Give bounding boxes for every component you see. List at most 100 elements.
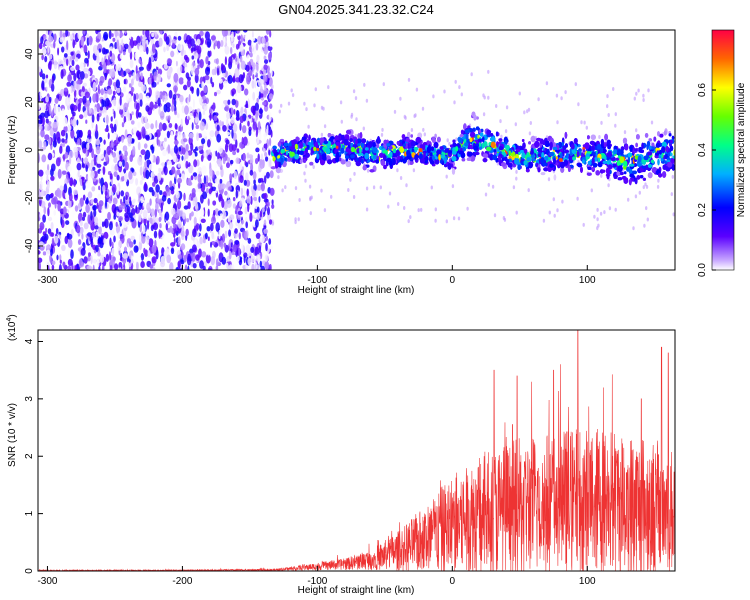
spectrogram-noise-cell — [129, 154, 133, 162]
spectrogram-noise-cell — [138, 240, 143, 251]
spectrogram-noise-cell — [154, 132, 158, 138]
spectrogram-noise-cell — [228, 186, 232, 191]
spectrogram-noise-cell — [104, 190, 108, 196]
spectrogram-noise-cell — [177, 236, 181, 246]
spectrogram-noise-cell — [138, 81, 143, 88]
spectrogram-noise-cell — [243, 30, 248, 33]
spectrogram-noise-cell — [127, 135, 132, 145]
spectrogram-noise-cell — [194, 67, 200, 76]
spectrogram-faint-cell — [412, 168, 416, 173]
spectrogram-noise-cell — [257, 121, 261, 131]
spectrogram-noise-cell — [251, 80, 255, 89]
spectrogram-noise-cell — [204, 232, 208, 240]
spectrogram-noise-cell — [148, 238, 154, 247]
spectrogram-noise-cell — [62, 261, 66, 268]
spectrogram-noise-cell — [227, 74, 233, 84]
spectrogram-noise-cell — [133, 171, 137, 177]
spectrogram-faint-cell — [387, 204, 390, 209]
spectrogram-noise-cell — [70, 119, 73, 125]
spectrogram-noise-cell — [215, 170, 220, 176]
spectrogram-noise-cell — [146, 63, 151, 72]
spectrogram-noise-cell — [243, 254, 246, 264]
spectrogram-noise-cell — [117, 103, 120, 112]
spectrogram-noise-cell — [114, 163, 119, 171]
spectrogram-noise-cell — [162, 90, 166, 96]
spectrogram-noise-cell — [111, 126, 115, 134]
spectrogram-noise-cell — [237, 34, 241, 41]
spectrogram-faint-cell — [553, 213, 556, 218]
spectrogram-noise-cell — [64, 151, 69, 159]
spectrogram-noise-cell — [155, 155, 160, 165]
spectrogram-noise-cell — [250, 246, 255, 253]
spectrogram-noise-cell — [196, 38, 201, 46]
spectrogram-noise-cell — [232, 150, 237, 156]
spectrogram-noise-cell — [231, 144, 237, 152]
spectrogram-noise-cell — [162, 94, 165, 103]
spectrogram-noise-cell — [183, 205, 189, 210]
spectrogram-noise-cell — [132, 72, 136, 81]
spectrogram-noise-cell — [228, 56, 233, 66]
spectrogram-noise-cell — [165, 223, 168, 231]
spectrogram-noise-cell — [103, 237, 107, 245]
spectrogram-noise-cell — [88, 252, 91, 257]
spectrogram-noise-cell — [66, 97, 70, 106]
spectrogram-faint-cell — [303, 101, 306, 106]
spectrogram-faint-cell — [434, 207, 437, 212]
spectrogram-noise-cell — [264, 254, 269, 262]
spectrogram-noise-cell — [224, 105, 230, 112]
spectrogram-faint-cell — [504, 129, 508, 134]
spectrogram-faint-cell — [518, 91, 521, 96]
spectrogram-faint-cell — [484, 192, 488, 197]
spectrogram-noise-cell — [172, 222, 177, 229]
spectrogram-signal-cell — [340, 159, 346, 165]
spectrogram-noise-cell — [74, 133, 78, 139]
spectrogram-noise-cell — [135, 92, 139, 100]
spectrogram-faint-cell — [643, 223, 646, 228]
spectrogram-noise-cell — [98, 185, 101, 191]
spectrogram-noise-cell — [138, 45, 144, 53]
spectrogram-noise-cell — [45, 169, 51, 176]
spectrogram-noise-cell — [263, 228, 269, 234]
spectrogram-noise-cell — [139, 166, 143, 176]
spectrogram-noise-cell — [55, 131, 61, 141]
spectrogram-noise-cell — [113, 157, 118, 164]
spectrogram-noise-cell — [92, 264, 95, 270]
spectrogram-faint-cell — [574, 82, 577, 87]
spectrogram-noise-cell — [230, 47, 233, 55]
spectrogram-noise-cell — [240, 42, 244, 52]
spectrogram-noise-cell — [208, 188, 212, 195]
spectrogram-noise-cell — [83, 256, 88, 264]
spectrogram-noise-cell — [38, 140, 43, 149]
spectrogram-noise-cell — [244, 206, 248, 215]
spectrogram-noise-cell — [111, 133, 116, 141]
spectrogram-noise-cell — [114, 30, 118, 37]
spectrogram-noise-cell — [186, 218, 189, 223]
spectrogram-noise-cell — [97, 218, 102, 228]
spectrogram-noise-cell — [228, 229, 232, 237]
spectrogram-noise-cell — [180, 173, 186, 182]
spectrogram-noise-cell — [41, 80, 45, 90]
spectrogram-faint-cell — [388, 191, 392, 196]
spectrogram-noise-cell — [176, 187, 179, 196]
spectrogram-faint-cell — [482, 112, 486, 117]
spectrogram-noise-cell — [45, 227, 48, 234]
spectrogram-noise-cell — [112, 197, 118, 205]
spectrogram-noise-cell — [245, 244, 251, 255]
spectrogram-noise-cell — [138, 66, 144, 71]
spectrogram-faint-cell — [493, 213, 497, 218]
spectrogram-noise-cell — [191, 122, 194, 131]
spectrogram-noise-cell — [93, 153, 97, 164]
spectrogram-noise-cell — [226, 162, 230, 169]
spectrogram-noise-cell — [50, 222, 54, 230]
spectrogram-noise-cell — [264, 261, 270, 270]
spectrogram-noise-cell — [125, 68, 131, 74]
spectrogram-noise-cell — [237, 210, 243, 216]
spectrogram-noise-cell — [200, 208, 205, 217]
spectrogram-noise-cell — [133, 93, 136, 102]
spectrogram-noise-cell — [254, 212, 258, 218]
spectrogram-faint-cell — [614, 112, 617, 117]
spectrogram-noise-cell — [178, 77, 184, 85]
spectrogram-noise-cell — [79, 71, 85, 80]
spectrogram-faint-cell — [399, 176, 403, 180]
spectrogram-noise-cell — [60, 88, 65, 97]
